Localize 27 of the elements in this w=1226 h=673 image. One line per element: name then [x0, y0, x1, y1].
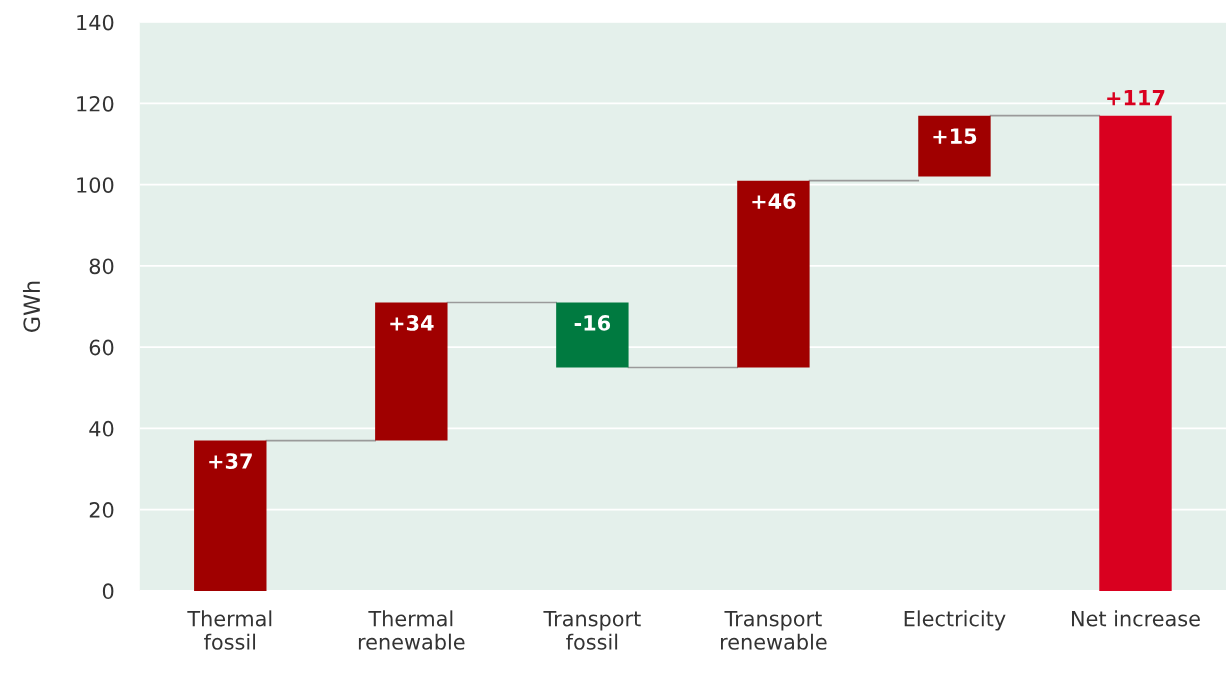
bar [556, 302, 629, 368]
data-label: +34 [390, 315, 434, 331]
data-label: -16 [574, 315, 611, 331]
bar [194, 440, 267, 591]
y-tick-label: 100 [77, 177, 114, 193]
data-label: +46 [752, 193, 796, 209]
data-label: +37 [209, 453, 252, 469]
data-label: +15 [933, 128, 977, 144]
data-label: +117 [1107, 90, 1165, 106]
bar [918, 115, 991, 177]
x-tick-label: Net increase [1072, 610, 1200, 627]
y-tick-label: 120 [77, 95, 114, 112]
bar [737, 180, 810, 368]
x-tick-label: Thermal renewable [358, 610, 465, 650]
y-tick-label: 140 [77, 14, 114, 31]
x-tick-label: Transport fossil [543, 610, 641, 650]
y-axis-title: GWh [22, 281, 41, 332]
y-tick-label: 20 [89, 502, 114, 518]
y-tick-label: 0 [102, 583, 114, 600]
x-tick-label: Electricity [904, 610, 1006, 631]
bar [1099, 115, 1172, 591]
y-tick-label: 80 [89, 258, 114, 275]
y-tick-label: 60 [89, 339, 114, 356]
y-tick-label: 40 [89, 420, 114, 437]
bar [375, 302, 448, 441]
x-tick-label: Thermal fossil [187, 610, 272, 650]
x-tick-label: Transport renewable [721, 610, 827, 650]
